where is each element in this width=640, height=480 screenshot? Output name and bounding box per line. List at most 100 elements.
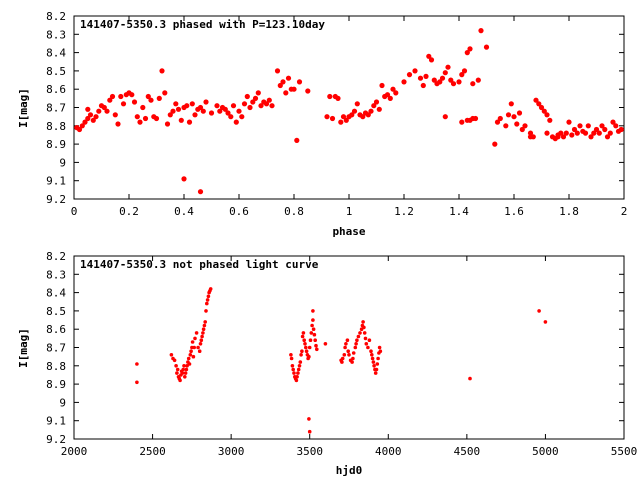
unphased-data-point — [304, 349, 309, 354]
unphased-data-point — [347, 353, 351, 357]
unphased-data-point — [200, 334, 204, 339]
phased-data-point — [90, 117, 96, 123]
phased-data-point — [203, 99, 209, 105]
phased-data-point — [335, 95, 341, 101]
unphased-data-point — [135, 362, 139, 366]
phased-data-point — [426, 53, 432, 59]
unphased-data-point — [289, 353, 293, 357]
unphased-y-tick-label: 8.2 — [46, 250, 66, 263]
phased-x-tick-label: 1.4 — [449, 205, 469, 218]
unphased-y-tick-label: 8.3 — [46, 268, 66, 281]
phased-data-point — [365, 112, 371, 118]
unphased-data-point — [175, 371, 179, 375]
phased-data-point — [85, 106, 91, 112]
phased-data-point — [252, 95, 259, 101]
phased-x-tick-label: 0.8 — [284, 205, 304, 218]
phased-data-point — [442, 114, 448, 120]
unphased-data-point — [369, 349, 373, 354]
phased-data-point — [140, 104, 146, 111]
unphased-data-point — [194, 331, 199, 335]
phased-y-tick-label: 9 — [59, 156, 66, 169]
unphased-data-point — [301, 331, 306, 335]
unphased-data-point — [537, 309, 541, 313]
phased-data-point — [417, 75, 424, 81]
unphased-x-tick-label: 3500 — [296, 445, 323, 458]
phased-data-point — [200, 108, 206, 114]
unphased-data-point — [201, 327, 206, 332]
unphased-data-point — [291, 367, 296, 372]
phased-data-point — [514, 121, 520, 127]
phased-data-point — [412, 68, 418, 74]
phased-x-tick-label: 1.2 — [394, 205, 414, 218]
unphased-data-point — [191, 354, 196, 359]
unphased-data-point — [188, 353, 193, 357]
phased-data-point — [327, 93, 333, 100]
phased-data-point — [376, 106, 382, 112]
phased-data-point — [536, 101, 542, 107]
phased-data-point — [101, 104, 107, 111]
unphased-y-tick-label: 9.1 — [46, 415, 66, 428]
unphased-data-point — [183, 375, 187, 379]
phased-data-point — [602, 126, 608, 133]
phased-data-point — [120, 101, 127, 107]
phased-data-point — [390, 86, 396, 92]
unphased-data-point — [354, 342, 358, 346]
phased-data-point — [175, 106, 182, 112]
phased-data-point — [464, 50, 470, 56]
phased-data-point — [558, 130, 564, 136]
unphased-data-point — [298, 360, 303, 364]
phased-y-tick-label: 8.3 — [46, 28, 66, 41]
phased-y-tick-label: 8.8 — [46, 120, 66, 133]
phased-data-point — [519, 126, 525, 133]
phased-data-point — [456, 79, 462, 85]
phased-data-point — [461, 68, 468, 74]
phased-data-point — [467, 46, 473, 52]
phased-data-point — [324, 114, 330, 120]
unphased-data-point — [196, 345, 200, 350]
phased-y-tick-label: 9.1 — [46, 175, 66, 188]
phased-data-point — [129, 92, 135, 98]
unphased-data-point — [190, 340, 195, 344]
phased-data-point — [192, 112, 198, 118]
phased-data-point — [76, 126, 83, 133]
phased-y-tick-label: 8.4 — [46, 47, 66, 60]
phased-data-point — [475, 77, 481, 83]
unphased-data-point — [345, 338, 350, 343]
phased-data-point — [555, 134, 561, 140]
unphased-data-point — [375, 362, 380, 366]
unphased-data-point — [172, 358, 177, 363]
unphased-data-point — [373, 371, 378, 375]
unphased-data-point — [295, 375, 299, 379]
unphased-data-point — [350, 360, 354, 364]
unphased-data-point — [135, 380, 139, 385]
phased-data-point — [478, 28, 484, 34]
unphased-data-point — [205, 298, 210, 302]
phased-data-point — [511, 114, 517, 120]
phased-data-point — [604, 134, 611, 140]
unphased-y-tick-label: 9 — [59, 396, 66, 409]
phased-data-point — [283, 90, 289, 96]
unphased-data-point — [296, 367, 301, 372]
phased-x-tick-label: 0.4 — [174, 205, 194, 218]
unphased-data-point — [189, 349, 193, 354]
unphased-data-point — [175, 367, 180, 372]
unphased-data-point — [355, 338, 359, 343]
phased-data-point — [577, 123, 583, 129]
phased-x-tick-label: 0.2 — [119, 205, 139, 218]
phased-data-point — [401, 79, 407, 85]
unphased-y-tick-label: 8.5 — [46, 305, 66, 318]
unphased-data-point — [356, 334, 361, 339]
phased-data-point — [87, 112, 94, 118]
unphased-data-point — [315, 347, 319, 352]
phased-data-point — [197, 189, 204, 195]
phased-data-point — [516, 110, 523, 116]
unphased-data-point — [312, 332, 317, 337]
phased-y-tick-label: 8.7 — [46, 102, 66, 115]
phased-x-tick-label: 1 — [346, 205, 353, 218]
unphased-x-tick-label: 2000 — [61, 445, 88, 458]
unphased-x-tick-label: 5000 — [532, 445, 559, 458]
phased-data-point — [153, 115, 160, 122]
unphased-data-point — [343, 345, 347, 350]
phased-data-point — [423, 73, 429, 79]
